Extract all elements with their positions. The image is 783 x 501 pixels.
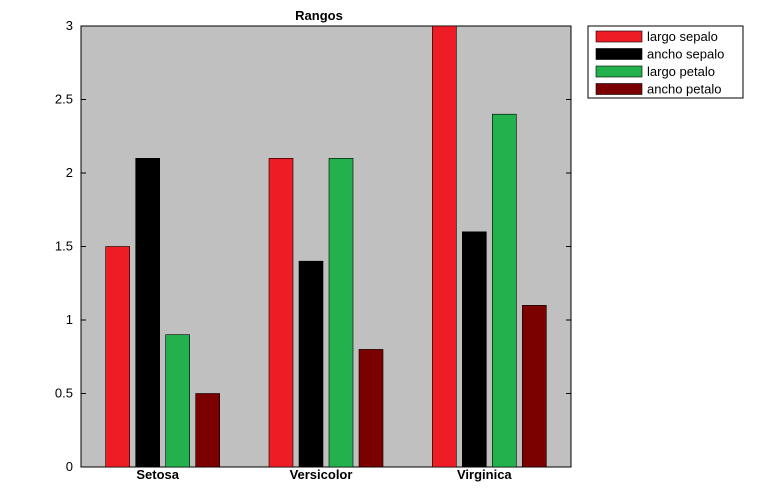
bars-group xyxy=(105,25,547,468)
legend-label: ancho sepalo xyxy=(647,47,724,62)
bar-virginica-ancho-petalo xyxy=(521,304,547,468)
bar-virginica-largo-sepalo xyxy=(431,25,457,468)
bar-setosa-largo-sepalo xyxy=(105,246,130,468)
x-axis: Setosa Versicolor Virginica xyxy=(136,467,512,482)
bar-virginica-ancho-sepalo xyxy=(461,231,487,468)
bar-setosa-ancho-sepalo xyxy=(135,158,160,468)
bar-versicolor-ancho-sepalo xyxy=(298,260,324,468)
y-tick-label: 1.5 xyxy=(55,239,73,254)
bar-virginica-largo-petalo xyxy=(491,113,517,468)
x-category-label: Virginica xyxy=(457,467,512,482)
legend-swatch xyxy=(595,30,643,43)
x-category-label: Setosa xyxy=(136,467,179,482)
y-tick-label: 0.5 xyxy=(55,386,73,401)
bar-versicolor-largo-petalo xyxy=(328,158,354,468)
legend: largo sepalo ancho sepalo largo petalo anch… xyxy=(587,25,744,99)
legend-swatch xyxy=(595,65,643,78)
legend-swatch xyxy=(595,48,643,60)
chart-title: Rangos xyxy=(295,8,343,23)
legend-swatch xyxy=(595,83,643,95)
legend-label: ancho petalo xyxy=(647,82,721,97)
y-tick-label: 2 xyxy=(66,165,73,180)
y-tick-label: 2.5 xyxy=(55,92,73,107)
bar-setosa-ancho-petalo xyxy=(195,393,220,468)
y-tick-label: 0 xyxy=(66,459,73,474)
y-tick-label: 1 xyxy=(66,312,73,327)
bar-setosa-largo-petalo xyxy=(165,334,190,468)
bar-versicolor-ancho-petalo xyxy=(358,349,384,468)
y-tick-label: 3 xyxy=(66,18,73,33)
legend-label: largo petalo xyxy=(647,64,715,79)
x-category-label: Versicolor xyxy=(290,467,353,482)
legend-label: largo sepalo xyxy=(647,29,718,44)
plot-area xyxy=(80,25,572,468)
y-axis: 0 0.5 1 1.5 2 2.5 3 xyxy=(55,18,571,474)
bar-versicolor-largo-sepalo xyxy=(268,158,294,468)
